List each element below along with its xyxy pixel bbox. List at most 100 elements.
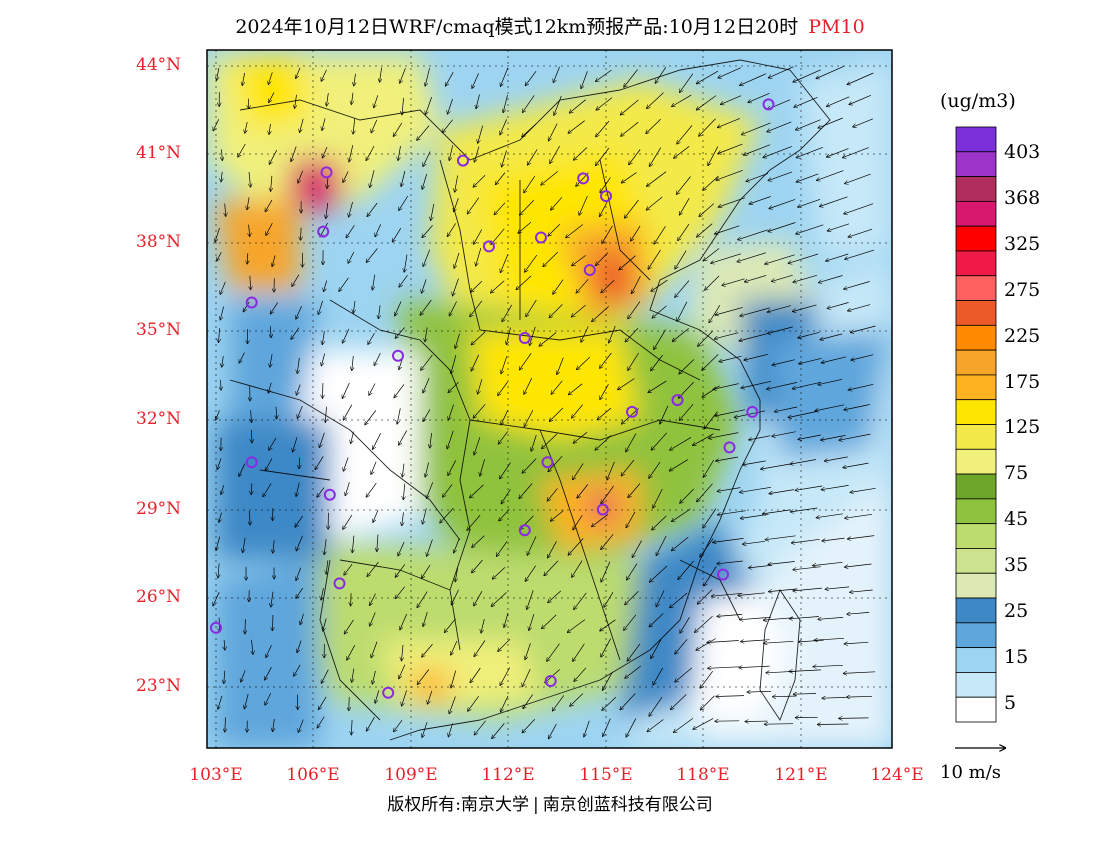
wind-arrow bbox=[656, 590, 665, 607]
legend-label: 325 bbox=[1004, 233, 1041, 255]
colorbar-swatch bbox=[955, 597, 997, 624]
wind-arrow bbox=[239, 463, 246, 477]
wind-arrow bbox=[621, 459, 635, 476]
wind-arrow bbox=[472, 559, 483, 573]
wind-arrow bbox=[603, 671, 613, 690]
colorbar-swatch bbox=[955, 176, 997, 202]
wind-arrow bbox=[371, 119, 378, 133]
wind-arrow bbox=[600, 384, 609, 399]
wind-arrow bbox=[293, 437, 298, 451]
wind-arrow bbox=[272, 255, 276, 267]
wind-arrow bbox=[717, 560, 743, 564]
wind-arrow bbox=[503, 94, 508, 112]
wind-arrow bbox=[628, 483, 641, 498]
wind-arrow bbox=[651, 639, 662, 658]
wind-arrow bbox=[397, 408, 401, 424]
wind-arrow bbox=[596, 69, 612, 81]
lon-label: 112°E bbox=[481, 765, 535, 785]
wind-arrow bbox=[250, 510, 251, 525]
wind-arrow bbox=[739, 666, 770, 668]
wind-arrow bbox=[713, 383, 739, 390]
colorbar-swatch bbox=[955, 324, 997, 351]
wind-arrow bbox=[225, 717, 226, 732]
wind-arrow bbox=[245, 619, 246, 634]
wind-arrow bbox=[380, 67, 382, 82]
wind-arrow bbox=[370, 612, 376, 626]
colorbar-swatch bbox=[955, 696, 997, 723]
wind-arrow bbox=[426, 96, 433, 114]
wind-arrow bbox=[296, 587, 304, 598]
colorbar-swatch bbox=[955, 647, 997, 673]
wind-arrow bbox=[793, 274, 817, 282]
wind-arrow bbox=[531, 434, 537, 451]
wind-arrow bbox=[297, 405, 303, 418]
colorbar-swatch bbox=[955, 572, 997, 599]
wind-arrow bbox=[827, 302, 849, 309]
wind-arrow bbox=[573, 515, 583, 529]
wind-arrow bbox=[402, 690, 407, 705]
city-marker bbox=[483, 240, 495, 253]
wind-arrow bbox=[769, 66, 794, 78]
wind-arrow bbox=[496, 172, 506, 185]
wind-arrow bbox=[266, 223, 273, 235]
wind-arrow bbox=[449, 145, 454, 160]
wind-arrow bbox=[792, 538, 820, 543]
wind-arrow bbox=[843, 147, 869, 158]
wind-arrow bbox=[718, 510, 746, 515]
wind-arrow bbox=[818, 724, 849, 725]
city-marker bbox=[210, 621, 222, 634]
pm10-concentration-field bbox=[207, 50, 892, 748]
legend-label: 275 bbox=[1004, 279, 1041, 301]
wind-arrow bbox=[626, 511, 636, 528]
colorbar-swatch bbox=[955, 399, 997, 425]
wind-arrow bbox=[741, 380, 772, 388]
wind-arrow bbox=[625, 665, 642, 678]
wind-arrow bbox=[266, 644, 272, 657]
wind-arrow bbox=[491, 592, 507, 606]
colorbar-swatch bbox=[955, 300, 997, 326]
wind-arrow bbox=[481, 618, 485, 633]
wind-arrow bbox=[844, 203, 874, 214]
wind-arrow bbox=[819, 275, 843, 283]
wind-arrow bbox=[222, 356, 224, 367]
wind-arrow bbox=[603, 718, 611, 737]
wind-arrow bbox=[721, 95, 742, 105]
wind-arrow bbox=[772, 274, 793, 281]
wind-arrow bbox=[674, 146, 690, 158]
wind-arrow bbox=[354, 73, 356, 86]
wind-arrow bbox=[817, 170, 844, 181]
wind-arrow bbox=[697, 483, 713, 502]
wind-arrow bbox=[317, 716, 325, 728]
wind-arrow bbox=[353, 300, 355, 313]
wind-arrow bbox=[499, 509, 510, 521]
city-marker bbox=[544, 675, 557, 687]
lat-label: 32°N bbox=[136, 409, 182, 429]
wind-arrow bbox=[369, 383, 376, 396]
wind-arrow bbox=[677, 301, 688, 321]
wind-arrow bbox=[506, 327, 511, 345]
wind-arrow bbox=[715, 307, 743, 315]
wind-arrow bbox=[451, 589, 459, 605]
wind-arrow bbox=[592, 306, 609, 321]
wind-arrow bbox=[296, 535, 303, 551]
wind-arrow bbox=[722, 278, 745, 286]
wind-arrow bbox=[550, 145, 561, 163]
wind-arrow bbox=[698, 331, 713, 346]
wind-arrow bbox=[519, 483, 533, 499]
wind-arrow bbox=[621, 121, 639, 136]
wind-arrow bbox=[631, 225, 641, 241]
wind-arrow bbox=[670, 459, 689, 471]
wind-arrow bbox=[474, 437, 481, 455]
copyright-left: 版权所有:南京大学 bbox=[387, 795, 529, 815]
wind-arrow bbox=[649, 147, 662, 167]
city-marker bbox=[392, 349, 404, 362]
wind-arrow bbox=[422, 279, 427, 293]
wind-arrow bbox=[625, 590, 639, 604]
wind-arrow bbox=[704, 459, 715, 477]
wind-arrow bbox=[372, 670, 376, 684]
wind-arrow bbox=[847, 72, 874, 85]
wind-arrow bbox=[548, 455, 563, 471]
wind-arrow bbox=[550, 407, 564, 421]
wind-arrow bbox=[398, 541, 405, 556]
wind-arrow bbox=[626, 433, 637, 451]
